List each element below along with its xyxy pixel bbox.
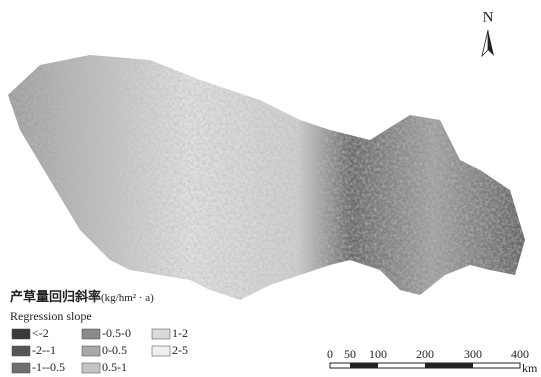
scale-label: 200 [416,347,434,361]
legend-subtitle: Regression slope [10,309,92,323]
legend-swatch [12,329,30,339]
legend-swatch [82,346,100,356]
map: N 产草量回归斜率(kg/hm² · a) Regression slope <… [0,0,541,377]
legend-swatch [82,363,100,373]
scale-label: 300 [464,347,482,361]
legend-label: 0-0.5 [102,343,127,357]
north-arrow: N [482,9,494,56]
legend-label: 2-5 [172,343,188,357]
scale-label: 0 [327,347,333,361]
scale-label: 100 [369,347,387,361]
legend-title-cn: 产草量回归斜率 [10,289,101,304]
legend-label: -1--0.5 [32,360,65,374]
north-label: N [483,9,494,25]
legend-swatch [152,346,170,356]
scale-unit: km [522,361,538,375]
legend-swatch [12,346,30,356]
legend-label: 1-2 [172,326,188,340]
legend-label: -2--1 [32,343,56,357]
study-area [0,50,541,310]
legend: <-2 -2--1 -1--0.5 -0.5-0 0-0.5 0.5-1 1-2 2-5 [12,326,188,374]
scale-label: 400 [511,347,529,361]
legend-label: -0.5-0 [102,326,131,340]
legend-swatch [12,363,30,373]
legend-swatch [152,329,170,339]
legend-swatch [82,329,100,339]
legend-label: <-2 [32,326,49,340]
legend-label: 0.5-1 [102,360,127,374]
legend-title: 产草量回归斜率(kg/hm² · a) [10,289,154,304]
scale-label: 50 [344,347,356,361]
legend-unit: (kg/hm² · a) [101,292,154,304]
